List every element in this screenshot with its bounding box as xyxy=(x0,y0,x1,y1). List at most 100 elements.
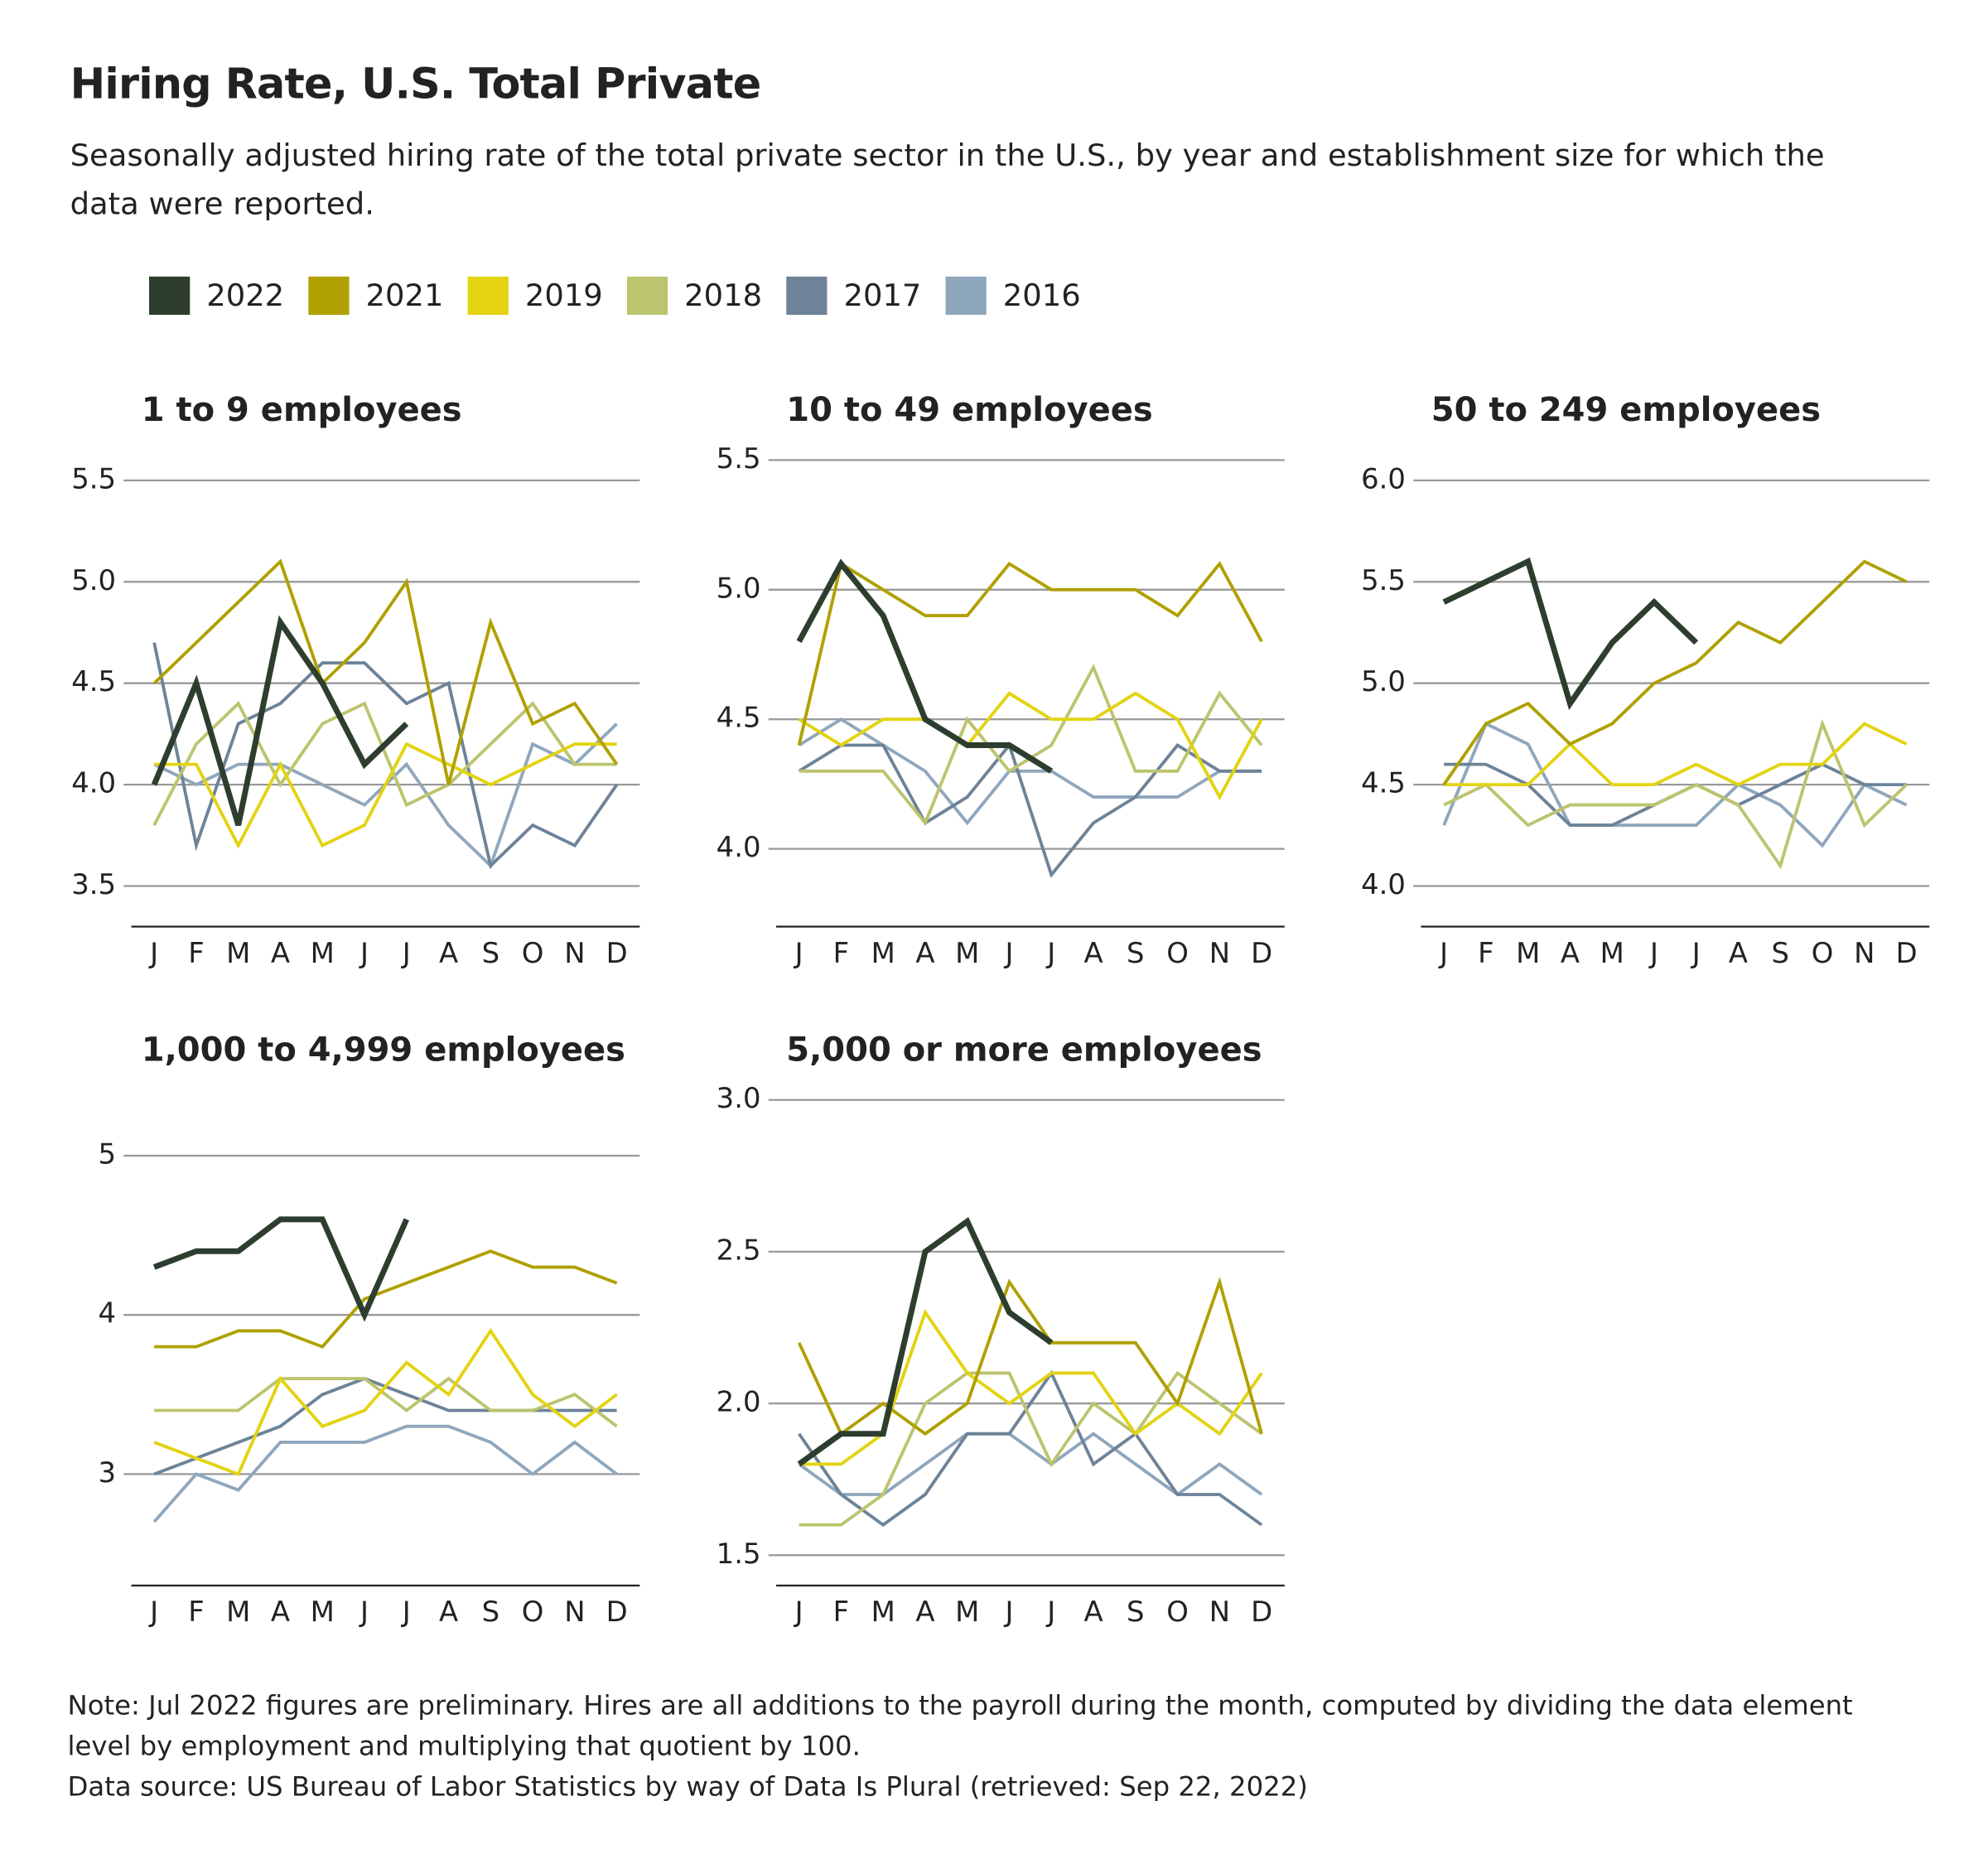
series-line xyxy=(798,1432,1263,1497)
x-tick-label: A xyxy=(1083,937,1103,969)
panel-title: 50 to 249 employees xyxy=(1431,391,1821,429)
x-tick-label: M xyxy=(226,937,250,969)
x-tick-label: A xyxy=(271,1596,290,1628)
x-tick-label: M xyxy=(871,937,895,969)
legend-swatch xyxy=(149,276,191,316)
series-line xyxy=(797,1277,1263,1437)
y-tick-label: 5.0 xyxy=(1361,665,1406,698)
x-tick-label: S xyxy=(482,1596,499,1628)
x-tick-label: A xyxy=(439,1596,458,1628)
x-tick-label: F xyxy=(833,1596,849,1628)
x-tick-label: S xyxy=(1127,937,1144,969)
x-tick-label: J xyxy=(794,1596,803,1628)
x-tick-label: J xyxy=(148,1596,158,1628)
series-line xyxy=(152,701,617,826)
x-tick-label: A xyxy=(1729,937,1748,969)
series-line xyxy=(799,1308,1263,1466)
series-line xyxy=(151,615,409,827)
x-tick-label: J xyxy=(1691,937,1701,969)
series-line xyxy=(154,741,617,849)
x-tick-label: A xyxy=(439,937,458,969)
legend-label: 2016 xyxy=(1003,278,1081,313)
series-line xyxy=(798,1369,1263,1528)
x-tick-label: O xyxy=(522,937,544,969)
series-line xyxy=(154,1376,618,1428)
x-tick-label: J xyxy=(359,1596,369,1628)
y-tick-label: 3.0 xyxy=(717,1082,761,1114)
x-tick-label: J xyxy=(359,937,369,969)
panel-title: 1 to 9 employees xyxy=(142,391,462,429)
note: Note: Jul 2022 figures are preliminary. … xyxy=(67,1690,1853,1762)
y-tick-label: 4.0 xyxy=(1361,868,1406,901)
legend-label: 2017 xyxy=(843,278,921,313)
x-tick-label: J xyxy=(794,937,803,969)
series-line xyxy=(1442,559,1908,786)
title: Hiring Rate, U.S. Total Private xyxy=(70,58,762,109)
panel-title: 5,000 or more employees xyxy=(786,1031,1262,1069)
x-tick-label: S xyxy=(1772,937,1789,969)
x-tick-label: D xyxy=(1251,937,1272,969)
x-tick-label: D xyxy=(606,937,628,969)
y-tick-label: 5.0 xyxy=(717,572,761,604)
subtitle: Seasonally adjusted hiring rate of the t… xyxy=(70,138,1825,222)
footer: Note: Jul 2022 figures are preliminary. … xyxy=(68,1685,1890,1808)
x-tick-label: M xyxy=(226,1596,250,1628)
x-tick-label: J xyxy=(1648,937,1658,969)
x-tick-label: A xyxy=(915,1596,934,1628)
source: Data source: US Bureau of Labor Statisti… xyxy=(67,1771,1308,1803)
y-tick-label: 2.5 xyxy=(717,1234,761,1266)
legend-swatch xyxy=(626,276,668,316)
series-line xyxy=(797,561,1263,746)
legend-label: 2021 xyxy=(366,278,444,313)
x-tick-label: M xyxy=(1516,937,1540,969)
y-tick-label: 6.0 xyxy=(1361,462,1406,495)
x-tick-label: M xyxy=(311,1596,335,1628)
y-tick-label: 2.0 xyxy=(717,1386,761,1418)
x-tick-label: N xyxy=(1209,937,1230,969)
x-tick-label: F xyxy=(833,937,849,969)
y-tick-label: 5.5 xyxy=(1361,564,1406,596)
series-line xyxy=(796,558,1054,774)
x-tick-label: M xyxy=(1600,937,1624,969)
x-tick-label: F xyxy=(188,1596,204,1628)
legend-swatch xyxy=(467,276,509,316)
x-tick-label: M xyxy=(871,1596,895,1628)
x-tick-label: A xyxy=(1561,937,1580,969)
y-tick-label: 4.0 xyxy=(71,767,116,799)
series-line xyxy=(1442,557,1699,711)
x-tick-label: M xyxy=(955,1596,979,1628)
x-tick-label: J xyxy=(148,937,158,969)
series-line xyxy=(798,691,1263,801)
x-tick-label: O xyxy=(522,1596,544,1628)
x-tick-label: J xyxy=(1003,1596,1013,1628)
y-tick-label: 5.5 xyxy=(717,442,761,475)
series-line xyxy=(152,642,619,869)
legend-label: 2019 xyxy=(525,278,603,313)
x-tick-label: D xyxy=(1896,937,1918,969)
series-line xyxy=(154,1249,618,1349)
x-tick-label: S xyxy=(482,937,499,969)
y-tick-label: 3 xyxy=(98,1456,116,1489)
y-tick-label: 5 xyxy=(98,1137,116,1170)
x-tick-label: A xyxy=(1083,1596,1103,1628)
x-tick-label: O xyxy=(1166,1596,1189,1628)
y-tick-label: 4.0 xyxy=(717,831,761,863)
panel-title: 1,000 to 4,999 employees xyxy=(142,1031,625,1069)
x-tick-label: S xyxy=(1127,1596,1144,1628)
x-tick-label: A xyxy=(271,937,290,969)
x-tick-label: N xyxy=(1209,1596,1230,1628)
x-tick-label: J xyxy=(1045,1596,1055,1628)
x-tick-label: J xyxy=(1003,937,1013,969)
x-tick-label: D xyxy=(1251,1596,1272,1628)
x-tick-label: O xyxy=(1812,937,1834,969)
series-line xyxy=(152,558,619,785)
legend-label: 2018 xyxy=(684,278,762,313)
legend-label: 2022 xyxy=(206,278,284,313)
legend-swatch xyxy=(786,276,828,316)
y-tick-label: 5.5 xyxy=(71,462,116,495)
y-tick-label: 1.5 xyxy=(717,1538,761,1570)
legend-swatch xyxy=(308,276,350,316)
x-tick-label: F xyxy=(188,937,204,969)
